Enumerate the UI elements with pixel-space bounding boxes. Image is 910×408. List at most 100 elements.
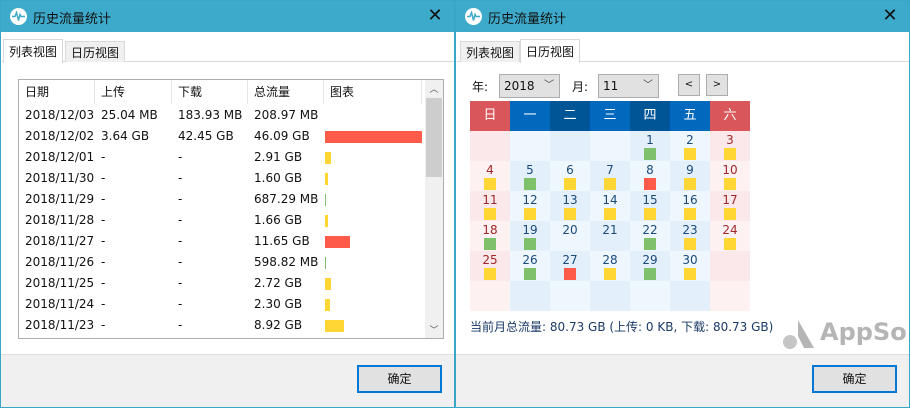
close-icon[interactable]: ✕ [427, 5, 443, 26]
table-row[interactable]: 2018/12/03 25.04 MB 183.93 MB 208.97 MB [19, 105, 425, 126]
year-select[interactable]: 2018 ﹀ [499, 74, 560, 98]
calendar-day[interactable]: 29 [630, 251, 670, 281]
calendar-day[interactable]: 30 [670, 251, 710, 281]
calendar-day[interactable]: 9 [670, 161, 710, 191]
tab-bar: 列表视图 日历视图 [457, 39, 909, 63]
scroll-up-icon[interactable]: ︿ [429, 85, 439, 95]
calendar-day[interactable]: 18 [470, 221, 510, 251]
column-date[interactable]: 日期 [19, 80, 95, 104]
window-title: 历史流量统计 [488, 12, 567, 27]
table-row[interactable]: 2018/11/28- -1.66 GB [19, 210, 425, 231]
table-row[interactable]: 2018/11/27- -11.65 GB [19, 231, 425, 252]
ok-button[interactable]: 确定 [357, 365, 442, 393]
traffic-level-marker [604, 208, 616, 220]
cell-date: 2018/12/01 [25, 150, 95, 164]
column-upload[interactable]: 上传 [95, 80, 172, 104]
title-bar[interactable]: 历史流量统计 ✕ [456, 1, 909, 32]
calendar-day[interactable]: 2 [670, 131, 710, 161]
calendar-day[interactable]: 11 [470, 191, 510, 221]
tab-calendar-view[interactable]: 日历视图 [520, 39, 581, 63]
tab-calendar-view[interactable]: 日历视图 [65, 41, 126, 62]
calendar-day[interactable] [470, 131, 510, 161]
cell-down: - [178, 297, 183, 311]
calendar-day[interactable]: 28 [590, 251, 630, 281]
footer: 确定 [1, 354, 454, 407]
table-row[interactable]: 2018/11/25- -2.72 GB [19, 273, 425, 294]
month-select[interactable]: 11 ﹀ [598, 74, 659, 98]
traffic-level-marker [684, 238, 696, 250]
tab-list-view[interactable]: 列表视图 [460, 41, 521, 62]
calendar-day[interactable]: 3 [710, 131, 750, 161]
calendar-day[interactable]: 22 [630, 221, 670, 251]
calendar-day[interactable]: 1 [630, 131, 670, 161]
day-number: 8 [646, 163, 654, 177]
scrollbar[interactable]: ︿ ﹀ [425, 80, 443, 338]
table-row[interactable]: 2018/11/29- -687.29 MB [19, 189, 425, 210]
prev-month-button[interactable]: < [678, 74, 700, 96]
calendar-day[interactable]: 13 [550, 191, 590, 221]
calendar-day[interactable]: 14 [590, 191, 630, 221]
day-number: 22 [642, 223, 658, 237]
calendar-day[interactable]: 16 [670, 191, 710, 221]
calendar-day[interactable]: 19 [510, 221, 550, 251]
calendar-day[interactable]: 12 [510, 191, 550, 221]
calendar-day[interactable]: 26 [510, 251, 550, 281]
calendar-day[interactable] [550, 281, 590, 311]
calendar-day[interactable] [550, 131, 590, 161]
month-label: 月: [572, 80, 589, 94]
table-row[interactable]: 2018/11/23- -8.92 GB [19, 315, 425, 336]
calendar-day[interactable] [630, 281, 670, 311]
cell-up: - [101, 150, 106, 164]
day-number: 21 [602, 223, 618, 237]
calendar-day[interactable]: 6 [550, 161, 590, 191]
calendar-day[interactable]: 24 [710, 221, 750, 251]
close-icon[interactable]: ✕ [882, 5, 898, 26]
ok-button[interactable]: 确定 [812, 365, 897, 393]
day-number: 6 [566, 163, 574, 177]
calendar-day[interactable] [590, 281, 630, 311]
tab-list-view[interactable]: 列表视图 [3, 39, 64, 63]
calendar-day[interactable]: 8 [630, 161, 670, 191]
calendar-day[interactable]: 4 [470, 161, 510, 191]
calendar-day[interactable]: 17 [710, 191, 750, 221]
next-month-button[interactable]: > [706, 74, 728, 96]
calendar-day[interactable] [510, 281, 550, 311]
calendar-day[interactable] [590, 131, 630, 161]
traffic-list[interactable]: 日期 上传 下载 总流量 图表 2018/12/03 25.04 MB 183.93… [18, 79, 444, 339]
cell-total: 8.92 GB [254, 318, 303, 332]
weekday-header: 一 [510, 101, 550, 131]
calendar-day[interactable] [710, 281, 750, 311]
calendar-day[interactable]: 10 [710, 161, 750, 191]
calendar-day[interactable] [510, 131, 550, 161]
cell-date: 2018/11/25 [25, 276, 95, 290]
column-total[interactable]: 总流量 [248, 80, 324, 104]
traffic-bar [325, 278, 331, 290]
calendar-day[interactable]: 5 [510, 161, 550, 191]
calendar-day[interactable]: 15 [630, 191, 670, 221]
scroll-down-icon[interactable]: ﹀ [429, 326, 439, 336]
title-bar[interactable]: 历史流量统计 ✕ [1, 1, 454, 32]
scrollbar-thumb[interactable] [426, 98, 442, 177]
footer: 确定 [456, 354, 909, 407]
day-number: 28 [602, 253, 618, 267]
calendar-day[interactable] [710, 251, 750, 281]
table-row[interactable]: 2018/12/02 3.64 GB 42.45 GB 46.09 GB [19, 126, 425, 147]
calendar-day[interactable]: 21 [590, 221, 630, 251]
calendar-day[interactable]: 7 [590, 161, 630, 191]
list-header: 日期 上传 下载 总流量 图表 [19, 80, 425, 104]
calendar-day[interactable] [470, 281, 510, 311]
traffic-level-marker [644, 268, 656, 280]
table-row[interactable]: 2018/11/24- -2.30 GB [19, 294, 425, 315]
calendar-day[interactable]: 25 [470, 251, 510, 281]
column-chart[interactable]: 图表 [324, 80, 422, 104]
calendar-day[interactable]: 27 [550, 251, 590, 281]
traffic-level-marker [684, 178, 696, 190]
table-row[interactable]: 2018/12/01- -2.91 GB [19, 147, 425, 168]
calendar-day[interactable] [670, 281, 710, 311]
table-row[interactable]: 2018/11/26- -598.82 MB [19, 252, 425, 273]
traffic-bar [325, 131, 422, 143]
calendar-day[interactable]: 20 [550, 221, 590, 251]
calendar-day[interactable]: 23 [670, 221, 710, 251]
column-download[interactable]: 下载 [172, 80, 248, 104]
table-row[interactable]: 2018/11/30- -1.60 GB [19, 168, 425, 189]
